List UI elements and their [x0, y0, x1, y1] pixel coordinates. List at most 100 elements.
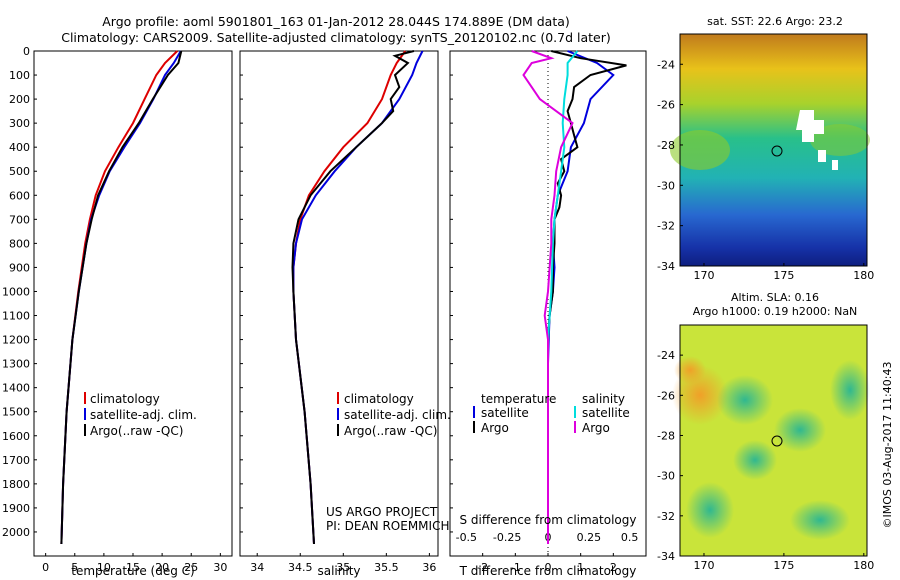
x-tick-label: 10 — [97, 561, 111, 574]
sla-map-frame — [679, 324, 868, 557]
legend-temperature-title: temperature — [481, 392, 556, 406]
series-line — [60, 50, 182, 545]
sla-map — [672, 324, 870, 557]
temperature-axis: 0100200300400500600700800900100011001200… — [2, 45, 227, 574]
x-tick-label: 36 — [422, 561, 436, 574]
salinity-axis: 34 34.5 35 35.5 36 — [240, 50, 436, 574]
header-line2: Climatology: CARS2009. Satellite-adjuste… — [61, 30, 611, 45]
sst-map — [670, 33, 870, 267]
sla-low-blob — [790, 500, 850, 540]
legend-argo: Argo(..raw -QC) — [344, 424, 437, 438]
y-tick-label: 1000 — [2, 285, 30, 298]
difference-axis: -2 -1 0 1 2-0.5 -0.25 0 0.25 0.5 — [450, 50, 639, 574]
map-x-tick-label: 180 — [853, 269, 874, 282]
map-y-tick-label: -28 — [657, 139, 675, 152]
legend-climatology: climatology — [90, 392, 160, 406]
series-line — [60, 50, 183, 545]
series-line — [547, 50, 627, 544]
legend-argo: Argo(..raw -QC) — [90, 424, 183, 438]
legend-temp-satellite: satellite — [481, 406, 529, 420]
x-tick-label: 2 — [610, 561, 617, 574]
map-x-tick-label: 170 — [693, 269, 714, 282]
x-tick-label: 0 — [42, 561, 49, 574]
x-tick-label: 20 — [155, 561, 169, 574]
y-tick-label: 900 — [9, 261, 30, 274]
y-tick-label: 400 — [9, 141, 30, 154]
map-x-tick-label: 175 — [773, 269, 794, 282]
series-line — [522, 50, 574, 544]
y-tick-label: 1400 — [2, 382, 30, 395]
map-y-tick-label: -30 — [657, 179, 675, 192]
legend-sal-satellite: satellite — [582, 406, 630, 420]
sst-map-title: sat. SST: 22.6 Argo: 23.2 — [707, 15, 843, 28]
map-axes: -24 -26 -28 -30 -32 -34 170 175 180 -24 -26 -28 -30 -… — [657, 58, 874, 572]
x-tick-label: 0 — [545, 561, 552, 574]
temperature-xlabel: temperature (deg C) — [71, 564, 194, 578]
x2-tick-label: 0.25 — [577, 531, 602, 544]
y-tick-label: 1800 — [2, 478, 30, 491]
map-y-tick-label: -32 — [657, 220, 675, 233]
map-y-tick-label: -26 — [657, 389, 675, 402]
y-tick-label: 1900 — [2, 502, 30, 515]
sla-low-blob — [733, 440, 777, 480]
y-tick-label: 500 — [9, 165, 30, 178]
legend-satellite: satellite-adj. clim. — [344, 408, 451, 422]
y-tick-label: 1200 — [2, 334, 30, 347]
x-tick-label: 34.5 — [288, 561, 313, 574]
map-x-tick-label: 180 — [853, 559, 874, 572]
sla-map-title2: Argo h1000: 0.19 h2000: NaN — [693, 305, 858, 318]
x-tick-label: 35 — [336, 561, 350, 574]
sst-missing-data — [796, 110, 838, 170]
y-tick-label: 100 — [9, 69, 30, 82]
x2-tick-label: -0.5 — [456, 531, 477, 544]
y-tick-label: 1700 — [2, 454, 30, 467]
x-tick-label: 25 — [184, 561, 198, 574]
x-tick-label: -1 — [510, 561, 521, 574]
imos-credit: ©IMOS 03-Aug-2017 11:40:43 — [881, 362, 894, 529]
y-tick-label: 0 — [23, 45, 30, 58]
sla-low-blob — [830, 360, 870, 420]
temperature-legend: climatology satellite-adj. clim. Argo(..… — [84, 392, 197, 438]
y-tick-label: 2000 — [2, 526, 30, 539]
map-y-tick-label: -24 — [657, 58, 675, 71]
series-line — [291, 50, 415, 545]
map-y-tick-label: -30 — [657, 470, 675, 483]
x-tick-label: 30 — [213, 561, 227, 574]
salinity-legend: climatology satellite-adj. clim. Argo(..… — [337, 392, 451, 438]
map-y-tick-label: -32 — [657, 510, 675, 523]
difference-legend: temperature satellite Argo salinity sate… — [473, 392, 630, 435]
x-tick-label: 5 — [71, 561, 78, 574]
y-tick-label: 200 — [9, 93, 30, 106]
map-x-tick-label: 170 — [693, 559, 714, 572]
legend-temp-argo: Argo — [481, 421, 509, 435]
sla-map-title1: Altim. SLA: 0.16 — [731, 291, 819, 304]
x-tick-label: 34 — [250, 561, 264, 574]
map-y-tick-label: -34 — [657, 260, 675, 273]
project-credit: US ARGO PROJECT — [326, 505, 438, 519]
sla-low-blob — [774, 408, 826, 452]
sla-high-blob — [674, 356, 706, 384]
y-tick-label: 800 — [9, 237, 30, 250]
map-x-tick-label: 175 — [773, 559, 794, 572]
x-tick-label: 15 — [126, 561, 140, 574]
map-y-tick-label: -24 — [657, 349, 675, 362]
y-tick-label: 1500 — [2, 406, 30, 419]
x-tick-label: 35.5 — [374, 561, 399, 574]
temperature-series — [60, 50, 183, 545]
x2-tick-label: 0.5 — [621, 531, 639, 544]
salinity-xlabel: salinity — [317, 564, 360, 578]
x-tick-label: -2 — [477, 561, 488, 574]
x-tick-label: 1 — [577, 561, 584, 574]
s-difference-xlabel: S difference from climatology — [460, 513, 637, 527]
series-line — [292, 50, 424, 545]
pi-credit: PI: DEAN ROEMMICH — [326, 519, 449, 533]
y-tick-label: 1100 — [2, 310, 30, 323]
map-y-tick-label: -26 — [657, 99, 675, 112]
sst-warm-patch — [810, 124, 870, 156]
difference-series — [522, 50, 627, 544]
t-difference-xlabel: T difference from climatology — [459, 564, 637, 578]
legend-climatology: climatology — [344, 392, 414, 406]
legend-sal-argo: Argo — [582, 421, 610, 435]
y-tick-label: 1300 — [2, 358, 30, 371]
